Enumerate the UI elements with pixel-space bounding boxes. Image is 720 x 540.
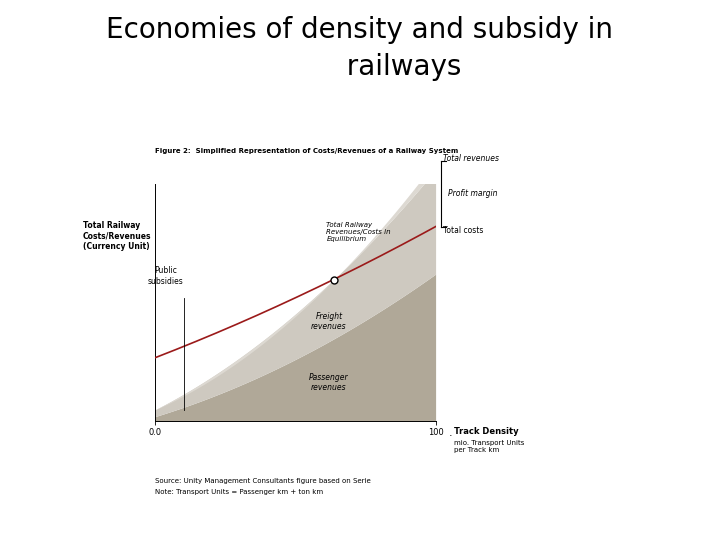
Text: Note: Transport Units = Passenger km + ton km: Note: Transport Units = Passenger km + t… [155, 489, 323, 495]
Text: mio. Transport Units
per Track km: mio. Transport Units per Track km [454, 440, 524, 453]
Text: Total Railway
Revenues/Costs in
Equilibrium: Total Railway Revenues/Costs in Equilibr… [326, 221, 391, 242]
Text: Freight
revenues: Freight revenues [311, 312, 347, 332]
Text: .: . [449, 428, 452, 438]
Text: Public
subsidies: Public subsidies [148, 266, 184, 286]
Text: Economies of density and subsidy in
          railways: Economies of density and subsidy in rail… [107, 16, 613, 81]
Text: Source: Unity Management Consultants figure based on Serie: Source: Unity Management Consultants fig… [155, 478, 371, 484]
Text: Total costs: Total costs [443, 226, 483, 235]
Text: Track Density: Track Density [454, 427, 518, 436]
Text: Total Railway
Costs/Revenues
(Currency Unit): Total Railway Costs/Revenues (Currency U… [83, 221, 151, 251]
Text: Passenger
revenues: Passenger revenues [309, 373, 348, 393]
Text: Figure 2:  Simplified Representation of Costs/Revenues of a Railway System: Figure 2: Simplified Representation of C… [155, 148, 458, 154]
Text: Profit margin: Profit margin [448, 190, 498, 198]
Text: Total revenues: Total revenues [443, 154, 499, 163]
